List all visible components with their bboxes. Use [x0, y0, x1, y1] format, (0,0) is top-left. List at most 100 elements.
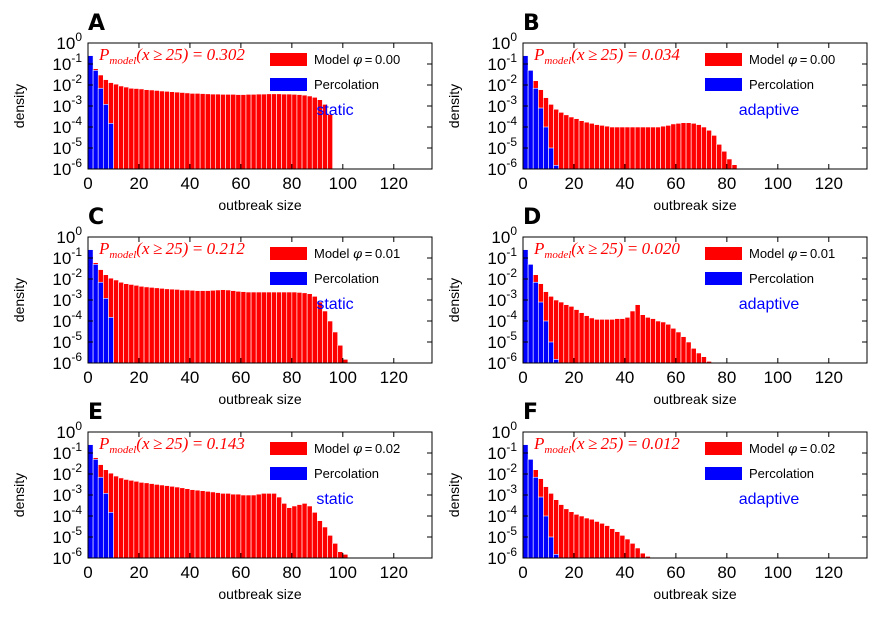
- model-bar: [568, 511, 575, 559]
- legend-swatch-model: [705, 247, 742, 260]
- model-bar: [159, 288, 165, 364]
- x-tick-label: 120: [380, 174, 408, 193]
- model-bar: [322, 310, 328, 364]
- percolation-bar: [97, 476, 104, 559]
- model-bar: [629, 126, 636, 170]
- model-bar: [634, 304, 641, 364]
- y-tick-label: 10-6: [52, 350, 82, 373]
- model-bar: [286, 291, 293, 364]
- percolation-bar: [527, 459, 534, 559]
- model-bar: [276, 93, 282, 170]
- x-tick-label: 20: [565, 563, 584, 582]
- model-bar: [291, 94, 298, 170]
- model-bar: [614, 318, 621, 364]
- percolation-bar: [522, 249, 529, 364]
- model-bar: [568, 306, 575, 364]
- model-bar: [721, 150, 728, 170]
- model-bar: [235, 94, 242, 170]
- mode-label: adaptive: [739, 296, 800, 313]
- x-tick-label: 0: [83, 174, 92, 193]
- model-bar: [255, 93, 262, 170]
- model-bar: [210, 289, 216, 364]
- model-bar: [619, 126, 626, 170]
- x-tick-label: 120: [380, 368, 408, 387]
- percolation-bar: [92, 70, 99, 170]
- percolation-bar: [108, 123, 114, 170]
- x-tick-label: 60: [231, 563, 250, 582]
- legend-label-model: Model φ = 0.02: [749, 441, 835, 457]
- y-tick-label: 10-2: [52, 72, 82, 95]
- model-bar: [563, 508, 570, 559]
- model-bar: [194, 489, 201, 559]
- model-bar: [655, 126, 661, 170]
- model-bar: [655, 320, 661, 364]
- model-bar: [296, 94, 303, 170]
- model-bar: [194, 93, 201, 170]
- model-bar: [614, 126, 621, 170]
- x-tick-label: 120: [815, 368, 843, 387]
- model-bar: [260, 93, 267, 170]
- y-tick-label: 10-1: [52, 245, 82, 268]
- y-tick-label: 10-4: [487, 503, 517, 526]
- y-tick-label: 100: [56, 224, 82, 247]
- model-bar: [255, 493, 262, 559]
- model-bar: [143, 482, 150, 559]
- y-tick-label: 10-3: [487, 93, 517, 116]
- model-bar: [660, 125, 666, 170]
- model-bar: [240, 94, 247, 170]
- model-bar: [199, 490, 206, 559]
- model-bar: [153, 287, 160, 364]
- percolation-bar: [108, 317, 114, 364]
- percolation-bar: [543, 320, 549, 364]
- y-tick-label: 10-6: [52, 156, 82, 179]
- model-bar: [128, 480, 135, 559]
- y-tick-label: 10-5: [487, 524, 517, 547]
- model-bar: [286, 507, 293, 559]
- model-bar: [670, 123, 677, 170]
- model-bar: [306, 505, 313, 559]
- y-axis-label: density: [446, 278, 462, 322]
- y-tick-label: 10-2: [487, 72, 517, 95]
- model-bar: [118, 85, 124, 170]
- model-bar: [650, 318, 656, 364]
- legend-swatch-model: [705, 53, 742, 66]
- model-bar: [322, 526, 328, 559]
- x-tick-label: 80: [282, 368, 301, 387]
- x-tick-label: 60: [666, 563, 685, 582]
- model-bar: [583, 517, 590, 559]
- panel-a: 0 20 40 60 80 100 12010-610-510-410-310-210-11…: [11, 11, 433, 213]
- y-axis-label: density: [11, 278, 27, 322]
- model-bar: [266, 291, 272, 364]
- model-bar: [645, 317, 651, 364]
- x-axis-label: outbreak size: [653, 586, 736, 602]
- model-bar: [194, 290, 201, 364]
- x-tick-label: 60: [666, 174, 685, 193]
- percolation-bar: [543, 126, 549, 170]
- panel-f: 0 20 40 60 80 100 12010-610-510-410-310-210-11…: [446, 400, 868, 602]
- model-bar: [650, 126, 656, 170]
- model-bar: [225, 94, 231, 170]
- model-bar: [604, 125, 610, 170]
- model-bar: [306, 95, 313, 170]
- model-bar: [153, 484, 160, 559]
- p-model-annotation: Pmodel(x ≥ 25) = 0.302: [98, 45, 245, 67]
- percolation-bar: [92, 459, 99, 559]
- model-bar: [609, 319, 616, 364]
- y-tick-label: 10-6: [487, 350, 517, 373]
- y-tick-label: 100: [56, 30, 82, 53]
- model-bar: [148, 287, 155, 364]
- x-tick-label: 100: [329, 174, 357, 193]
- legend-swatch-model: [270, 53, 307, 66]
- x-axis-label: outbreak size: [653, 391, 736, 407]
- model-bar: [645, 126, 651, 170]
- model-bar: [568, 116, 575, 170]
- model-bar: [553, 299, 559, 364]
- y-tick-label: 10-5: [52, 524, 82, 547]
- model-bar: [629, 543, 636, 559]
- y-tick-label: 10-6: [487, 545, 517, 568]
- model-bar: [301, 503, 308, 559]
- model-bar: [685, 341, 692, 364]
- percolation-bar: [87, 444, 94, 559]
- model-bar: [250, 94, 257, 170]
- model-bar: [138, 88, 145, 170]
